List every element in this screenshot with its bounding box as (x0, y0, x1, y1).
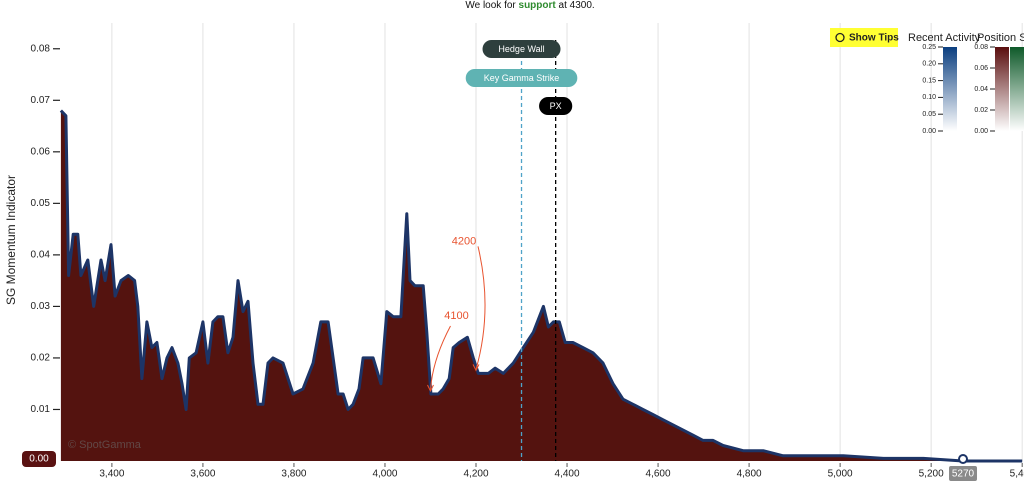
crosshair-point (958, 454, 969, 464)
y-tick-label: 0.05 (31, 198, 51, 209)
scale-bar (1010, 47, 1024, 131)
scale-tick-label: 0.06 (974, 65, 988, 72)
level-pill (482, 40, 561, 58)
scale-bar (943, 47, 957, 131)
level-pill (465, 69, 578, 87)
y-axis-label: SG Momentum Indicator (4, 175, 18, 305)
annotation: 4200 (452, 235, 476, 247)
scale-tick-label: 0.00 (922, 128, 936, 135)
x-tick-label: 3,600 (190, 469, 215, 480)
y-tick-label: 0.03 (31, 301, 51, 312)
area (60, 110, 1023, 461)
x-tick-label: 3,400 (99, 469, 124, 480)
y-tick-label: 0.01 (31, 404, 51, 415)
watermark: © SpotGamma (68, 439, 142, 451)
x-tick-label: 5,400 (1010, 469, 1024, 480)
tips-button-label[interactable]: Show Tips (849, 33, 899, 44)
y-tick-label: 0.04 (31, 250, 51, 261)
header-highlight: support (518, 0, 556, 11)
level-pill (539, 97, 573, 115)
arrow-head (472, 364, 480, 372)
scale-tick-label: 0.08 (974, 44, 988, 51)
plot: 3,400 3,600 3,800 4,000 4,200 4,400 4,600 4,800… (59, 23, 1024, 480)
tips-button[interactable] (830, 28, 898, 47)
y-tick-label: 0.06 (31, 146, 51, 157)
level-label: Key Gamma Strike (484, 73, 560, 83)
scale-tick-label: 0.15 (922, 77, 936, 84)
header: We look for support at 4300. (0, 0, 1024, 12)
bulb-icon (835, 32, 845, 43)
scale-tick-label: 0.00 (974, 128, 988, 135)
header-text: We look for (465, 0, 519, 11)
y-tick-label: 0.07 (31, 95, 51, 106)
level-label: Hedge Wall (498, 44, 544, 54)
y-badge-label: 0.00 (29, 454, 49, 465)
scale-tick-label: 0.10 (922, 94, 936, 101)
y-badge (22, 451, 56, 467)
y-tick-label: 0.02 (31, 353, 51, 364)
annotation-arrow (429, 325, 451, 391)
scale-tick-label: 0.20 (922, 61, 936, 68)
scale-bar (995, 47, 1009, 131)
annotation: 4100 (444, 310, 468, 322)
y-tick-label: 0.08 (31, 43, 51, 54)
x-tick-label: 5,200 (919, 469, 944, 480)
x-tick-label: 4,000 (372, 469, 397, 480)
area-line (59, 109, 1023, 463)
annotation-arrow (475, 246, 486, 370)
x-tick-label: 3,800 (281, 469, 306, 480)
scale-title: Position Size (977, 32, 1024, 44)
scale-tick-label: 0.02 (974, 107, 988, 114)
scale-title: Recent Activity (908, 32, 981, 44)
level-label: PX (550, 101, 562, 111)
header-text: at 4300. (555, 0, 595, 11)
x-tick-label: 5,000 (828, 469, 853, 480)
x-tick-label: 4,400 (555, 469, 580, 480)
x-tick-label: 4,800 (737, 469, 762, 480)
scale-tick-label: 0.25 (922, 44, 936, 51)
x-badge-label: 5270 (952, 469, 975, 480)
x-badge (949, 466, 978, 481)
x-tick-label: 4,600 (646, 469, 671, 480)
scale-tick-label: 0.05 (922, 111, 936, 118)
scale-tick-label: 0.04 (974, 86, 988, 93)
arrow-head (427, 384, 434, 393)
x-tick-label: 4,200 (463, 469, 488, 480)
